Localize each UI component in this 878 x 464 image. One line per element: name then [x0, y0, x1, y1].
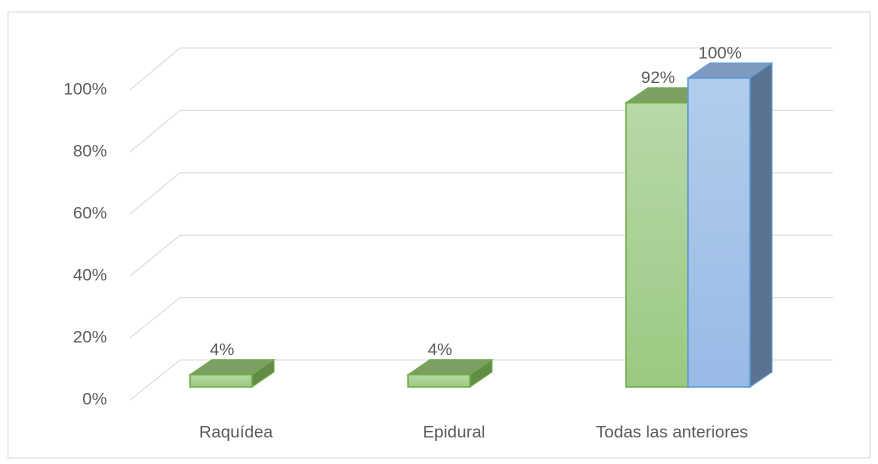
data-label: 100% [698, 43, 741, 62]
grid-line [129, 109, 833, 153]
grid-line [129, 234, 833, 277]
x-tick-label: Epidural [423, 422, 485, 441]
grid-line [129, 297, 833, 339]
grid-line [129, 359, 833, 401]
y-tick-label: 80% [73, 141, 107, 160]
y-tick-label: 100% [64, 79, 107, 98]
y-tick-label: 60% [73, 203, 107, 222]
y-tick-label: 40% [73, 265, 107, 284]
bar [687, 77, 751, 388]
data-label: 4% [210, 340, 235, 359]
bar [189, 373, 253, 388]
bar [625, 101, 689, 388]
data-label: 4% [428, 340, 453, 359]
grid-line [129, 47, 833, 91]
x-tick-label: Todas las anteriores [596, 422, 748, 441]
bar [407, 373, 471, 388]
x-tick-label: Raquídea [199, 422, 273, 441]
grid-line [129, 172, 833, 215]
data-label: 92% [641, 68, 675, 87]
y-tick-label: 0% [82, 389, 107, 408]
y-tick-label: 20% [73, 327, 107, 346]
bar-side [749, 62, 773, 388]
